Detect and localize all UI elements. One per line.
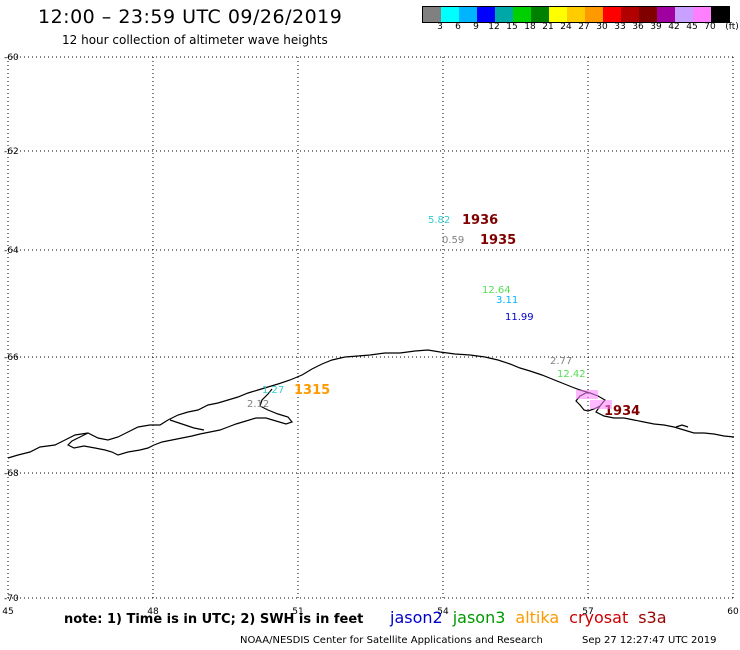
observation-label: 1.27 <box>262 385 284 396</box>
observation-label: 12.64 <box>482 285 511 296</box>
map-subtitle: 12 hour collection of altimeter wave hei… <box>62 33 328 47</box>
legend-label: 36 <box>632 22 644 32</box>
legend-label: 3 <box>437 22 443 32</box>
legend-swatch-7 <box>549 7 567 22</box>
lat-tick-label: -70 <box>4 594 19 604</box>
legend-label: 9 <box>473 22 479 32</box>
observation-label: 1315 <box>294 383 330 398</box>
legend-label: 70 <box>704 22 716 32</box>
legend-label: 6 <box>455 22 461 32</box>
legend-swatch-8 <box>567 7 585 22</box>
overlapping-observation-mark <box>576 390 598 399</box>
lon-tick-label: 54 <box>437 607 449 617</box>
lon-tick-label: 48 <box>147 607 159 617</box>
overlapping-observation-mark <box>590 400 612 409</box>
legend-swatch-15 <box>693 7 711 22</box>
legend-swatch-12 <box>639 7 657 22</box>
map-title: 12:00 – 23:59 UTC 09/26/2019 <box>38 6 343 28</box>
legend-swatch-10 <box>603 7 621 22</box>
wave-height-observations: 5.82 1936 0.59 1935 12.643.11 11.99 2.77 12.42 1… <box>247 213 640 419</box>
legend-swatch-0 <box>423 7 441 22</box>
satellite-altika: altika <box>515 608 560 627</box>
legend-label: (ft) <box>725 22 739 32</box>
legend-label: 33 <box>614 22 626 32</box>
observation-label: 5.82 <box>428 215 450 226</box>
legend-label: 45 <box>686 22 698 32</box>
legend-swatch-11 <box>621 7 639 22</box>
lat-tick-label: -64 <box>4 246 19 256</box>
observation-label: 11.99 <box>505 312 534 323</box>
observation-label: 1936 <box>462 213 498 228</box>
legend-label: 30 <box>596 22 608 32</box>
credit-line: NOAA/NESDIS Center for Satellite Applica… <box>240 635 543 646</box>
legend-label: 12 <box>488 22 500 32</box>
observation-label: 0.59 <box>442 235 464 246</box>
coastline-main <box>7 349 735 459</box>
generated-timestamp: Sep 27 12:27:47 UTC 2019 <box>582 635 717 646</box>
legend-label: 27 <box>578 22 590 32</box>
lat-tick-label: -60 <box>4 53 19 63</box>
lon-tick-label: 51 <box>292 607 303 617</box>
legend-swatch-6 <box>531 7 549 22</box>
coastline-bay <box>66 388 294 456</box>
legend-swatch-1 <box>441 7 459 22</box>
legend-label: 18 <box>524 22 536 32</box>
lat-tick-label: -66 <box>4 353 19 363</box>
coastline-fragment <box>675 424 689 428</box>
legend-swatch-4 <box>495 7 513 22</box>
legend-label: 15 <box>506 22 518 32</box>
legend-swatch-13 <box>657 7 675 22</box>
observation-label: 3.11 <box>496 295 518 306</box>
legend-label: 21 <box>542 22 554 32</box>
lat-tick-label: -68 <box>4 469 19 479</box>
wave-height-legend-labels: 3 6 9 12 15 18 21 24 27 30 33 36 39 42 45 70 (ft) <box>422 22 740 34</box>
observation-label: 2.77 <box>550 356 572 367</box>
observation-label: 2.12 <box>247 399 269 410</box>
lat-tick-label: -62 <box>4 147 19 157</box>
legend-label: 39 <box>650 22 662 32</box>
legend-swatch-9 <box>585 7 603 22</box>
legend-swatch-5 <box>513 7 531 22</box>
lon-tick-label: 60 <box>727 607 739 617</box>
wave-height-color-legend <box>422 6 730 23</box>
observation-label: 1935 <box>480 233 516 248</box>
lat-lon-grid: 45 48 51 54 57 60 -60 -62 -64 -66 -68 -70 <box>2 53 739 617</box>
legend-label: 42 <box>668 22 680 32</box>
legend-swatch-3 <box>477 7 495 22</box>
legend-swatch-2 <box>459 7 477 22</box>
lon-tick-label: 45 <box>2 607 13 617</box>
lon-tick-label: 57 <box>582 607 593 617</box>
satellite-jason3: jason3 <box>452 608 506 627</box>
legend-swatch-16 <box>711 7 729 22</box>
footer-note: note: 1) Time is in UTC; 2) SWH is in fe… <box>64 612 364 627</box>
satellite-s3a: s3a <box>638 608 667 627</box>
legend-label: 24 <box>560 22 572 32</box>
observation-label: 12.42 <box>557 369 586 380</box>
satellite-cryosat: cryosat <box>569 608 629 627</box>
satellite-jason2: jason2 <box>390 608 443 627</box>
legend-swatch-14 <box>675 7 693 22</box>
observation-label: 1934 <box>604 404 640 419</box>
satellite-legend: jason2 jason3 altika cryosat s3a <box>390 608 677 627</box>
